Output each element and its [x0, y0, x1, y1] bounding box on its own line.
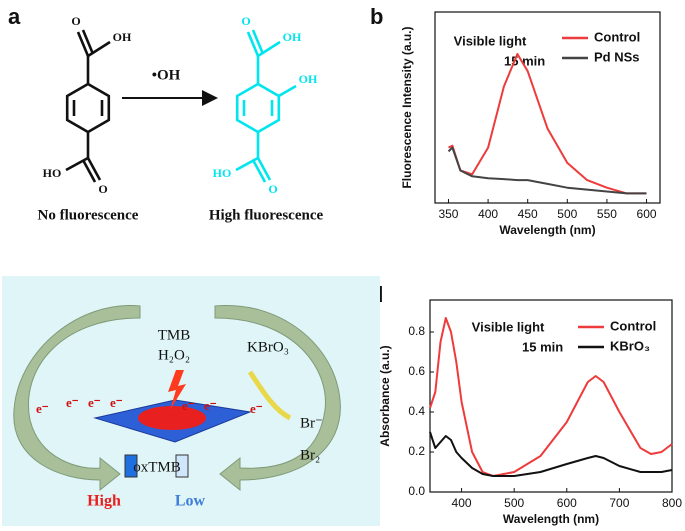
series-line — [429, 431, 673, 477]
caption: High fluorescence — [209, 207, 324, 223]
electron: e⁻ — [36, 401, 49, 416]
reagent: TMB — [158, 327, 191, 343]
legend-label: Control — [594, 29, 640, 44]
electron: e⁻ — [110, 395, 123, 410]
atom: O — [241, 14, 250, 28]
annotation: 15 min — [504, 53, 545, 68]
annotation: Visible light — [472, 319, 545, 334]
atom: OH — [113, 30, 132, 44]
y-tick-label: 0.4 — [408, 404, 425, 418]
vial — [124, 454, 138, 478]
legend-label: Control — [610, 318, 656, 333]
level: Low — [175, 493, 206, 510]
x-tick-label: 400 — [478, 207, 498, 221]
panel-background — [2, 276, 380, 526]
caption: No fluorescence — [38, 207, 139, 223]
atom: O — [71, 14, 80, 28]
series-line — [448, 53, 647, 195]
atom: O — [268, 182, 277, 196]
x-axis-label: Wavelength (nm) — [503, 512, 599, 526]
x-tick-label: 600 — [637, 207, 657, 221]
product: Br₂ — [300, 447, 320, 463]
x-tick-label: 700 — [609, 496, 629, 510]
x-tick-label: 500 — [504, 496, 524, 510]
annotation: 15 min — [522, 339, 563, 354]
x-axis-label: Wavelength (nm) — [499, 223, 595, 237]
atom: OH — [283, 30, 302, 44]
legend-label: KBrO₃ — [610, 338, 650, 353]
y-tick-label: 0.0 — [408, 484, 425, 498]
electron: e⁻ — [182, 398, 195, 413]
x-tick-label: 400 — [452, 496, 472, 510]
y-tick-label: 0.2 — [408, 444, 425, 458]
x-tick-label: 500 — [557, 207, 577, 221]
panel-label: b — [370, 4, 383, 29]
electron: e⁻ — [66, 395, 79, 410]
vial — [175, 454, 189, 478]
y-tick-label: 0.6 — [408, 364, 425, 378]
series-line — [429, 317, 673, 477]
x-tick-label: 800 — [662, 496, 682, 510]
y-tick-label: 0.8 — [408, 324, 425, 338]
atom: HO — [213, 166, 232, 180]
series-line — [447, 146, 647, 195]
atom: OH — [299, 72, 318, 86]
x-tick-label: 600 — [557, 496, 577, 510]
legend-label: Pd NSs — [594, 49, 640, 64]
x-tick-label: 450 — [518, 207, 538, 221]
x-tick-label: 550 — [597, 207, 617, 221]
annotation: Visible light — [454, 33, 527, 48]
light-bolt — [168, 370, 186, 410]
product: oxTMB — [133, 459, 181, 475]
electron: e⁻ — [204, 398, 217, 413]
reaction-arrow — [247, 370, 292, 421]
panel-label: a — [8, 4, 21, 29]
y-axis-label: Fluorescence Intensity (a.u.) — [400, 26, 414, 188]
reagent: •OH — [152, 67, 181, 83]
reagent: H₂O₂ — [158, 347, 190, 363]
cycle-arrow — [214, 304, 341, 492]
y-axis-label: Absorbance (a.u.) — [378, 345, 392, 446]
atom: HO — [43, 166, 62, 180]
active-site — [138, 406, 206, 430]
reagent: KBrO₃ — [247, 339, 289, 355]
electron: e⁻ — [250, 401, 263, 416]
terephthalic-acid — [65, 29, 111, 183]
plot-frame — [434, 11, 661, 204]
cycle-arrow — [13, 305, 141, 492]
level: High — [87, 493, 121, 510]
plot-frame — [429, 299, 673, 493]
product: Br⁻ — [300, 415, 323, 431]
x-tick-label: 350 — [438, 207, 458, 221]
atom: O — [98, 182, 107, 196]
hydroxy-terephthalic-acid — [235, 29, 297, 183]
electron: e⁻ — [88, 395, 101, 410]
